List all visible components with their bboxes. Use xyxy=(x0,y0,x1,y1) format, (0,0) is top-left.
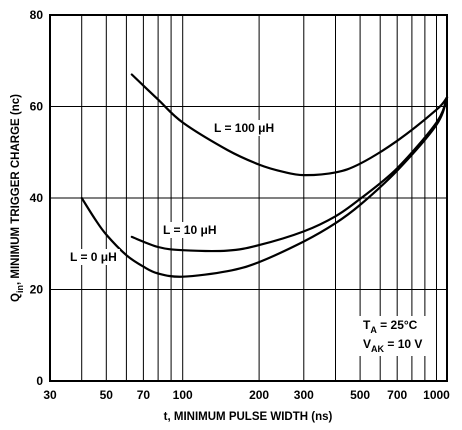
annotations: L = 100 μH L = 10 μH L = 0 μH TA = 25°C VAK … xyxy=(67,120,427,356)
y-tick-label: 40 xyxy=(30,191,44,205)
x-axis-title: t, MINIMUM PULSE WIDTH (ns) xyxy=(164,411,333,423)
x-tick-label: 500 xyxy=(350,388,370,402)
curve-l-10uh xyxy=(130,96,449,253)
y-axis-title-prefix: Q xyxy=(10,293,22,302)
condition-symbol: T xyxy=(363,318,371,332)
condition-subscript: AK xyxy=(371,344,384,354)
label-l-100uh: L = 100 μH xyxy=(214,121,274,135)
tick-labels: 30 50 70 100 200 300 500 700 1000 0 20 40 60 80 xyxy=(30,8,451,402)
ta-condition: TA = 25°C xyxy=(363,318,418,335)
plot-frame xyxy=(49,14,448,382)
conditions-background xyxy=(359,316,427,356)
condition-value: = 10 V xyxy=(384,337,422,351)
label-l-100uh-group: L = 100 μH xyxy=(211,120,278,136)
label-background xyxy=(211,120,278,136)
label-l-0uh-group: L = 0 μH xyxy=(67,249,120,265)
label-background xyxy=(67,249,120,265)
x-tick-label: 70 xyxy=(137,388,151,402)
conditions-block: TA = 25°C VAK = 10 V xyxy=(359,316,427,356)
curve-l-0uh xyxy=(80,96,449,278)
label-background xyxy=(160,222,220,238)
y-tick-label: 60 xyxy=(30,100,44,114)
curve-l-100uh xyxy=(130,73,449,177)
label-l-10uh-group: L = 10 μH xyxy=(160,222,220,238)
y-tick-label: 0 xyxy=(36,374,43,388)
y-axis-title-suffix: , MINIMUM TRIGGER CHARGE (nc) xyxy=(10,94,22,285)
vak-condition: VAK = 10 V xyxy=(363,337,422,354)
x-tick-label: 50 xyxy=(100,388,114,402)
x-tick-label: 300 xyxy=(294,388,314,402)
y-axis-title: Qin, MINIMUM TRIGGER CHARGE (nc) xyxy=(10,94,25,302)
label-l-0uh: L = 0 μH xyxy=(70,250,117,264)
label-l-10uh: L = 10 μH xyxy=(163,223,216,237)
x-tick-label: 100 xyxy=(173,388,193,402)
x-tick-label: 30 xyxy=(43,388,57,402)
condition-value: = 25°C xyxy=(377,318,418,332)
y-tick-label: 80 xyxy=(30,8,44,22)
condition-subscript: A xyxy=(370,325,377,335)
x-tick-label: 1000 xyxy=(423,388,450,402)
condition-symbol: V xyxy=(363,337,371,351)
curves xyxy=(80,73,449,278)
y-tick-label: 20 xyxy=(30,283,44,297)
x-tick-label: 700 xyxy=(387,388,407,402)
x-tick-label: 200 xyxy=(249,388,269,402)
y-axis-title-subscript: in xyxy=(15,285,25,293)
